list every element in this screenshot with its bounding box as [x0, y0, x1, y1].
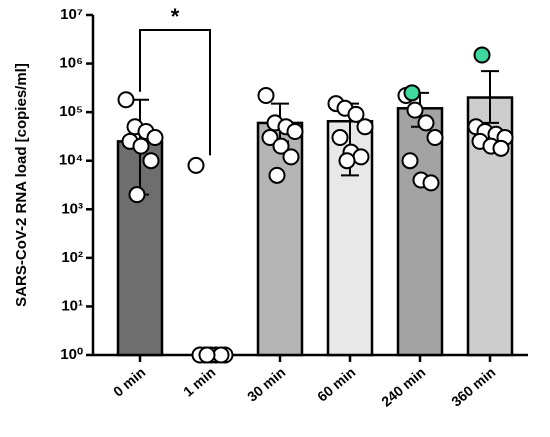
data-point [261, 129, 279, 147]
y-tick-label: 10¹ [61, 297, 83, 314]
data-point [198, 346, 216, 364]
data-point [286, 122, 304, 140]
data-point [352, 148, 370, 166]
x-tick-label: 0 min [110, 364, 148, 400]
data-point [331, 129, 349, 147]
data-point [401, 152, 419, 170]
highlight-point [473, 46, 491, 64]
data-point [347, 105, 365, 123]
data-point [492, 139, 510, 157]
x-tick-label: 1 min [180, 364, 218, 400]
x-tick-label: 240 min [378, 364, 428, 410]
data-point [257, 87, 275, 105]
x-tick-label: 60 min [314, 364, 358, 405]
data-point [426, 129, 444, 147]
data-point [142, 152, 160, 170]
data-point [417, 114, 435, 132]
data-point [282, 148, 300, 166]
data-point [187, 156, 205, 174]
significance-bracket [139, 29, 211, 156]
data-point [272, 137, 290, 155]
y-tick-label: 10⁶ [59, 55, 83, 72]
data-point [128, 186, 146, 204]
highlight-point [403, 84, 421, 102]
data-point [212, 346, 230, 364]
data-point [338, 152, 356, 170]
y-tick-label: 10⁰ [60, 346, 83, 363]
x-tick-label: 30 min [244, 364, 288, 405]
data-point [132, 137, 150, 155]
y-tick-label: 10⁵ [59, 103, 83, 120]
y-tick-label: 10³ [61, 200, 83, 217]
data-point [268, 166, 286, 184]
data-point [146, 129, 164, 147]
y-tick-label: 10⁴ [59, 152, 83, 169]
data-point [356, 118, 374, 136]
data-point [117, 91, 135, 109]
significance-label: * [171, 4, 180, 29]
x-tick-label: 360 min [448, 364, 498, 410]
data-point [422, 174, 440, 192]
data-point [406, 101, 424, 119]
y-tick-label: 10⁷ [60, 6, 83, 23]
y-tick-label: 10² [61, 249, 83, 266]
y-axis-label: SARS-CoV-2 RNA load [copies/ml] [13, 63, 30, 307]
